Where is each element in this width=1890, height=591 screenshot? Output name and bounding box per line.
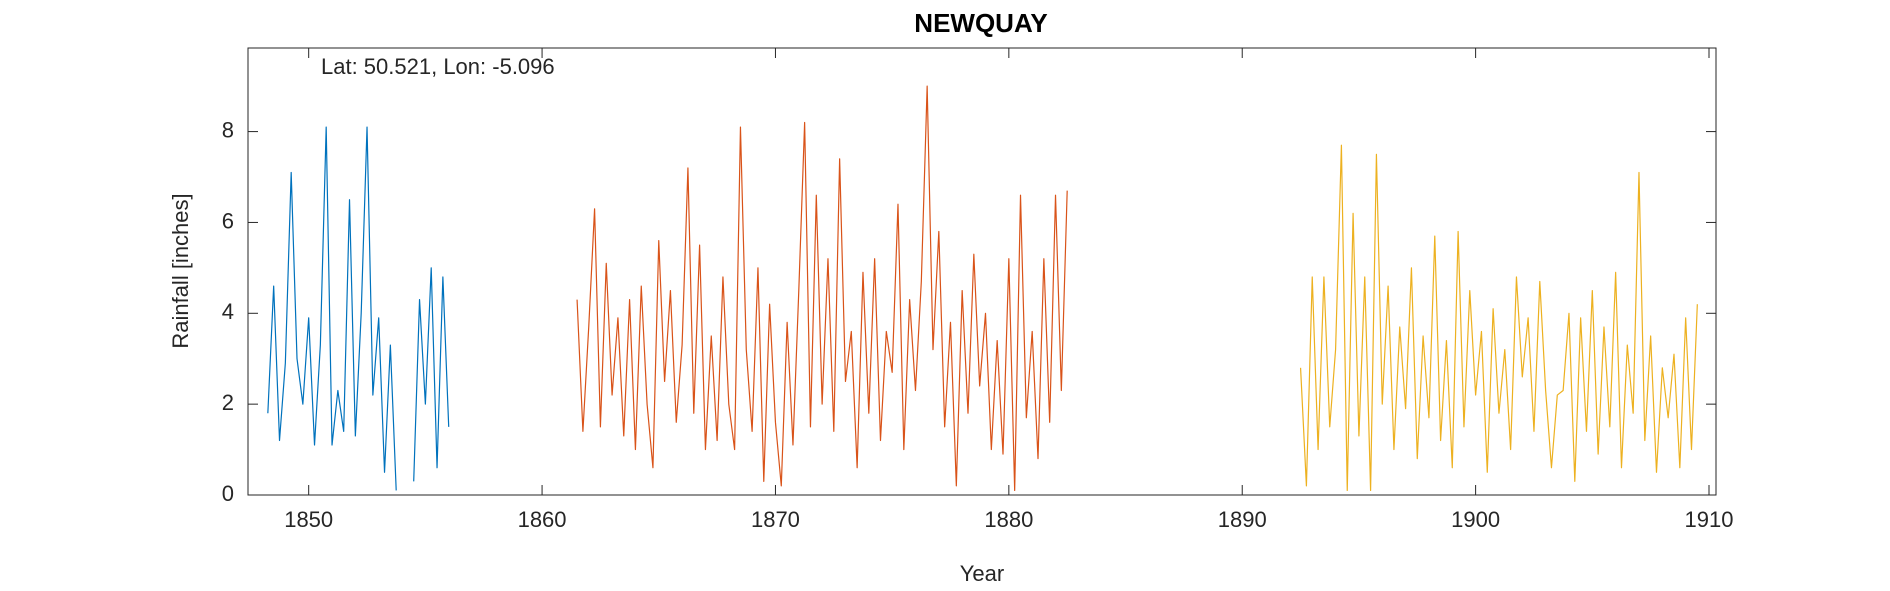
data-line <box>576 85 1068 492</box>
x-tick-label: 1910 <box>1685 507 1734 532</box>
x-tick-label: 1890 <box>1218 507 1267 532</box>
y-tick-label: 2 <box>222 390 234 415</box>
y-tick-label: 8 <box>222 117 234 142</box>
annotation: Lat: 50.521, Lon: -5.096 <box>321 54 555 79</box>
x-tick-label: 1870 <box>751 507 800 532</box>
chart-title: NEWQUAY <box>914 8 1047 38</box>
x-axis-label: Year <box>960 561 1004 586</box>
x-tick-label: 1860 <box>518 507 567 532</box>
y-tick-label: 0 <box>222 481 234 506</box>
x-tick-label: 1900 <box>1451 507 1500 532</box>
x-tick-label: 1880 <box>984 507 1033 532</box>
y-tick-label: 6 <box>222 208 234 233</box>
y-tick-label: 4 <box>222 299 234 324</box>
y-axis-label: Rainfall [inches] <box>168 193 193 348</box>
data-line <box>1299 144 1698 492</box>
x-tick-label: 1850 <box>284 507 333 532</box>
plot-box <box>247 47 1717 496</box>
data-line <box>267 126 450 491</box>
